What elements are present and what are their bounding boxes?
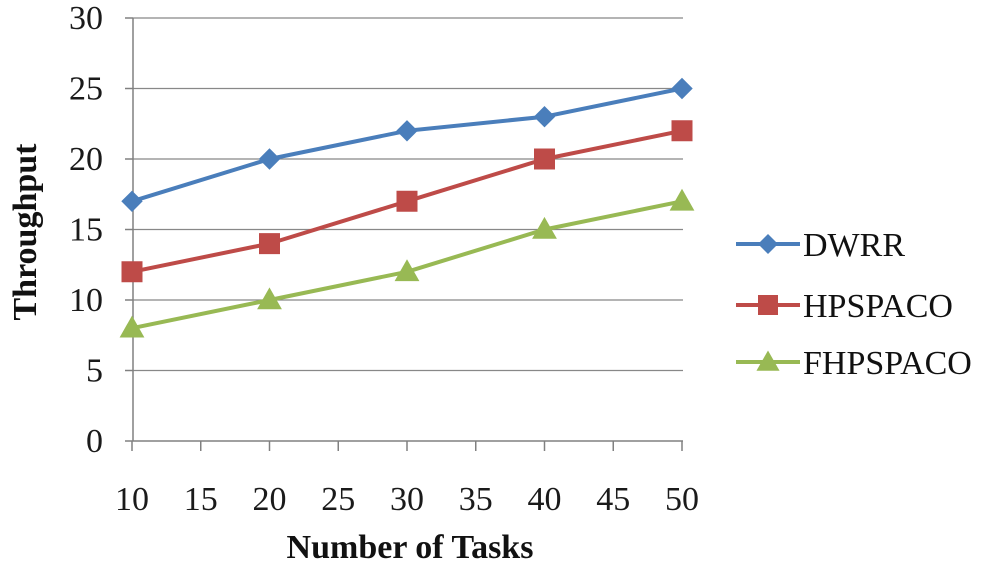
legend-label-fhpspaco: FHPSPACO (803, 345, 972, 382)
data-point-dwrr (396, 120, 418, 142)
data-point-fhpspaco (394, 259, 420, 282)
series-hpspaco (121, 120, 693, 283)
y-tick-label: 15 (69, 212, 103, 249)
legend-marker-dwrr (758, 234, 778, 254)
tick-labels: 0 5 10 15 20 25 30 10 15 20 25 30 35 40 45 50 (69, 0, 699, 518)
x-tick-label: 45 (596, 481, 630, 518)
x-tick-label: 15 (184, 481, 218, 518)
y-axis-title: Throughput (7, 143, 44, 321)
legend-item-dwrr: DWRR (736, 227, 905, 264)
data-point-hpspaco (671, 120, 693, 142)
data-point-dwrr (121, 190, 143, 213)
y-tick-label: 25 (69, 71, 103, 108)
x-tick-label: 35 (459, 481, 493, 518)
y-tick-label: 10 (69, 282, 103, 319)
data-point-fhpspaco (669, 188, 695, 211)
axes (125, 17, 683, 451)
x-tick-label: 10 (115, 481, 149, 518)
legend: DWRR HPSPACO FHPSPACO (736, 227, 972, 382)
grid-layer (133, 17, 683, 372)
data-point-fhpspaco (257, 287, 282, 310)
data-point-fhpspaco (532, 216, 557, 239)
legend-label-dwrr: DWRR (803, 227, 905, 264)
series-layer (119, 77, 695, 338)
data-point-hpspaco (534, 148, 555, 170)
series-fhpspaco (119, 188, 695, 338)
data-point-dwrr (533, 105, 556, 128)
x-tick-label: 40 (528, 481, 562, 518)
y-tick-label: 5 (86, 353, 103, 390)
data-point-dwrr (258, 148, 281, 170)
x-tick-label: 25 (321, 481, 355, 518)
y-tick-label: 0 (86, 423, 103, 460)
data-point-hpspaco (396, 190, 418, 212)
legend-marker-fhpspaco (756, 350, 780, 371)
x-tick-label: 30 (390, 481, 424, 518)
data-point-hpspaco (121, 261, 143, 283)
data-point-hpspaco (259, 233, 280, 255)
y-tick-label: 20 (69, 141, 103, 178)
data-point-fhpspaco (119, 315, 145, 338)
legend-label-hpspaco: HPSPACO (803, 288, 953, 325)
legend-item-hpspaco: HPSPACO (736, 288, 953, 325)
x-tick-label: 50 (665, 481, 699, 518)
data-point-dwrr (671, 77, 693, 100)
legend-item-fhpspaco: FHPSPACO (736, 345, 972, 382)
x-axis-title: Number of Tasks (287, 529, 534, 566)
legend-marker-hpspaco (758, 295, 778, 315)
x-tick-label: 20 (253, 481, 287, 518)
series-line-dwrr (130, 86, 684, 204)
series-dwrr (121, 77, 693, 213)
y-tick-label: 30 (69, 0, 103, 37)
